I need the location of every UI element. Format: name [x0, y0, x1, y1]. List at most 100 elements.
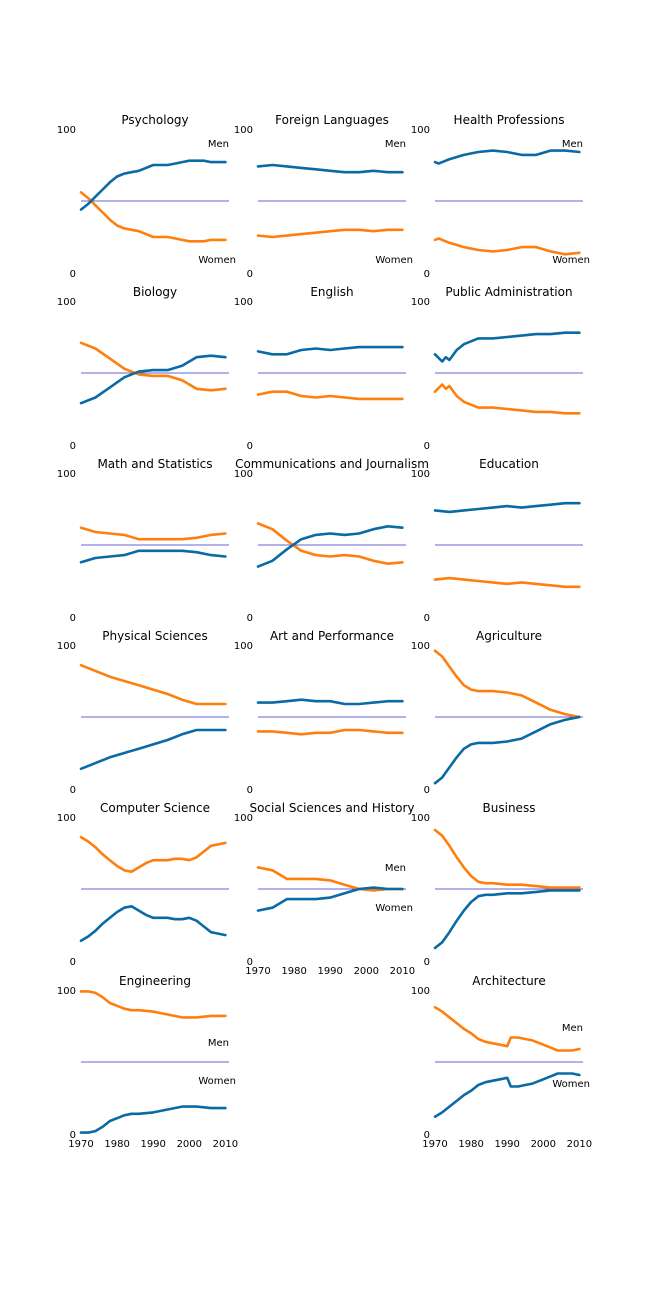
y-tick-label: 100: [57, 986, 76, 997]
series-label-men: Men: [208, 1038, 229, 1049]
series-label-men: Men: [385, 863, 406, 874]
panel-title: Business: [483, 801, 536, 815]
panel-title: Education: [479, 457, 539, 471]
series-line-men: [79, 354, 227, 405]
series-line-women: [433, 237, 581, 256]
series-line-men: [256, 698, 404, 706]
panel-title: Physical Sciences: [102, 629, 207, 643]
y-tick-label: 100: [57, 469, 76, 480]
series-line-women: [433, 649, 581, 719]
panel-architecture: Architecture 100 0 Men Women 1970 1980 1990 2000…: [411, 974, 592, 1150]
panel-title: Health Professions: [454, 113, 565, 127]
x-tick-label: 1980: [104, 1139, 129, 1150]
y-tick-label: 100: [411, 641, 430, 652]
x-tick-label: 2000: [531, 1139, 556, 1150]
panel-title: Biology: [133, 285, 177, 299]
series-line-women: [433, 828, 581, 889]
panel-english: English 100 0: [234, 285, 406, 452]
y-tick-label: 0: [247, 269, 253, 280]
series-label-women: Women: [552, 1079, 590, 1090]
series-line-women: [433, 383, 581, 415]
series-line-men: [79, 728, 227, 771]
x-tick-label: 1990: [317, 966, 342, 977]
series-line-men: [256, 163, 404, 174]
series-line-women: [79, 663, 227, 706]
series-label-men: Men: [562, 1023, 583, 1034]
series-line-men: [79, 159, 227, 211]
x-tick-label: 2010: [390, 966, 415, 977]
x-tick-label: 2000: [354, 966, 379, 977]
series-label-women: Women: [198, 1076, 236, 1087]
series-label-women: Women: [375, 903, 413, 914]
series-label-men: Men: [562, 139, 583, 150]
y-tick-label: 100: [234, 469, 253, 480]
y-tick-label: 0: [424, 613, 430, 624]
panel-physical-sciences: Physical Sciences 100 0: [57, 629, 229, 796]
y-tick-label: 0: [70, 957, 76, 968]
x-tick-label: 2000: [177, 1139, 202, 1150]
y-tick-label: 0: [247, 957, 253, 968]
y-tick-label: 100: [57, 641, 76, 652]
y-tick-label: 0: [70, 441, 76, 452]
y-tick-label: 100: [234, 813, 253, 824]
y-tick-label: 0: [424, 1130, 430, 1141]
series-label-men: Men: [208, 139, 229, 150]
panel-business: Business 100 0: [411, 801, 583, 968]
series-line-women: [79, 835, 227, 874]
y-tick-label: 0: [247, 613, 253, 624]
series-line-men: [433, 889, 581, 950]
series-line-women: [256, 390, 404, 401]
series-line-men: [79, 904, 227, 943]
series-line-women: [256, 228, 404, 239]
panel-art-and-performance: Art and Performance 100 0: [234, 629, 406, 796]
panel-health-professions: Health Professions 100 0 Men Women: [411, 113, 590, 280]
y-tick-label: 100: [411, 125, 430, 136]
panel-computer-science: Computer Science 100 0: [57, 801, 229, 968]
series-label-men: Men: [385, 139, 406, 150]
panel-foreign-languages: Foreign Languages 100 0 Men Women: [234, 113, 413, 280]
x-tick-label: 1980: [458, 1139, 483, 1150]
panel-title: Agriculture: [476, 629, 542, 643]
y-tick-label: 100: [411, 297, 430, 308]
y-tick-label: 0: [424, 785, 430, 796]
series-line-men: [256, 345, 404, 356]
series-line-women: [256, 522, 404, 566]
panel-title: Communications and Journalism: [235, 457, 429, 471]
y-tick-label: 100: [57, 813, 76, 824]
y-tick-label: 0: [247, 441, 253, 452]
y-tick-label: 100: [234, 641, 253, 652]
panel-agriculture: Agriculture 100 0: [411, 629, 583, 796]
x-tick-label: 2010: [567, 1139, 592, 1150]
series-line-men: [433, 149, 581, 165]
panel-title: Psychology: [121, 113, 188, 127]
x-tick-label: 1990: [494, 1139, 519, 1150]
y-tick-label: 100: [234, 297, 253, 308]
y-tick-label: 0: [70, 1130, 76, 1141]
y-tick-label: 0: [424, 269, 430, 280]
series-line-men: [256, 524, 404, 568]
y-tick-label: 100: [411, 469, 430, 480]
x-tick-label: 1980: [281, 966, 306, 977]
panel-education: Education 100 0: [411, 457, 583, 624]
series-label-women: Women: [198, 255, 236, 266]
panel-engineering: Engineering 100 0 Men Women 1970 1980 1990 2000 2…: [57, 974, 238, 1150]
y-tick-label: 0: [70, 785, 76, 796]
series-line-women: [79, 990, 227, 1019]
series-line-women: [79, 191, 227, 243]
y-tick-label: 100: [234, 125, 253, 136]
y-tick-label: 0: [247, 785, 253, 796]
panel-title: English: [310, 285, 353, 299]
series-line-men: [433, 715, 581, 785]
panel-title: Art and Performance: [270, 629, 394, 643]
series-line-men: [433, 331, 581, 363]
y-tick-label: 100: [411, 986, 430, 997]
panel-title: Foreign Languages: [275, 113, 389, 127]
y-tick-label: 0: [70, 613, 76, 624]
series-line-women: [433, 1005, 581, 1052]
series-line-men: [433, 501, 581, 514]
panel-title: Public Administration: [445, 285, 572, 299]
y-tick-label: 0: [424, 957, 430, 968]
series-label-women: Women: [552, 255, 590, 266]
